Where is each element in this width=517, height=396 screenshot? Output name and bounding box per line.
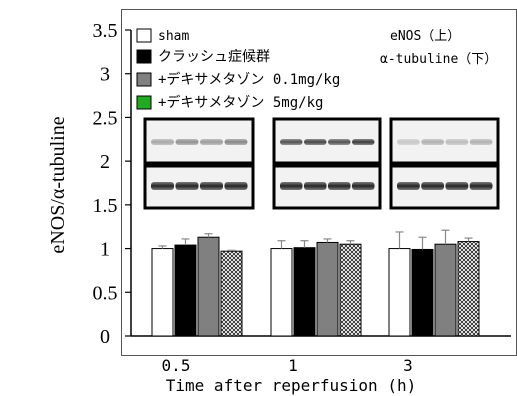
blot-band-bottom-0-2 [200, 182, 223, 190]
blot-band-top-0-0 [151, 139, 174, 145]
bar-1-1 [293, 247, 316, 337]
western-blot-panels [143, 117, 500, 210]
y-tick-label-7: 3.5 [93, 20, 118, 42]
blot-band-top-1-3 [352, 139, 375, 145]
blot-band-top-0-1 [175, 139, 199, 145]
blot-band-bottom-1-3 [352, 182, 375, 190]
blot-band-top-1-2 [328, 139, 351, 145]
blot-band-top-1-1 [304, 139, 327, 145]
x-tick-label-1: 1 [288, 356, 298, 375]
error-bars [158, 229, 473, 252]
bar-0-2 [197, 236, 220, 337]
y-tick-label-4: 2 [100, 151, 110, 173]
legend-swatch-dex-low [136, 72, 152, 87]
bar-2-3 [457, 241, 480, 337]
bar-2-0 [388, 248, 411, 337]
bar-0-0 [151, 248, 174, 337]
blot-band-bottom-0-0 [151, 182, 174, 190]
blot-band-top-1-0 [280, 139, 303, 145]
blot-band-top-0-2 [200, 139, 223, 145]
bar-1-0 [270, 248, 293, 337]
blot-band-bottom-2-3 [469, 182, 493, 190]
y-tick-label-3: 1.5 [93, 195, 118, 217]
blot-band-bottom-0-1 [175, 182, 199, 190]
blot-band-bottom-1-0 [280, 182, 303, 190]
bar-2-1 [411, 248, 434, 337]
y-tick-label-2: 1 [100, 239, 110, 261]
legend-label-dex-high: +デキサメタゾン 5mg/kg [158, 94, 323, 111]
legend-label-crush: クラッシュ症候群 [158, 49, 270, 65]
legend-swatch-dex-high [136, 95, 152, 110]
legend-swatch-sham [136, 28, 152, 43]
bar-1-2 [316, 241, 339, 337]
bar-1-3 [339, 243, 362, 337]
y-tick-label-0: 0 [100, 326, 110, 348]
blot-band-bottom-2-0 [397, 182, 420, 190]
y-axis-label: eNOS/α-tubuline [47, 116, 69, 253]
x-tick-label-2: 3 [403, 356, 413, 375]
y-tick-label-1: 0.5 [93, 282, 118, 304]
blot-top-2 [389, 117, 500, 165]
blot-band-top-0-3 [224, 139, 248, 145]
bar-0-3 [220, 250, 243, 337]
blot-band-bottom-2-2 [445, 182, 469, 190]
bar-0-1 [174, 244, 197, 337]
legend-swatch-crush [136, 49, 152, 64]
x-tick-label-0: 0.5 [162, 356, 191, 375]
blot-label-top: eNOS（上） [390, 29, 460, 44]
blot-band-bottom-2-1 [421, 182, 444, 190]
y-ticks: 0 0.5 1 1.5 2 2.5 3 3.5 [93, 20, 131, 348]
blot-band-top-2-0 [397, 139, 420, 145]
blot-band-bottom-1-1 [304, 182, 327, 190]
legend-label-dex-low: +デキサメタゾン 0.1mg/kg [158, 71, 340, 88]
blot-band-top-2-1 [421, 139, 444, 145]
legend-label-sham: sham [158, 29, 189, 44]
bars [151, 236, 480, 337]
blot-band-top-2-2 [445, 139, 469, 145]
blot-band-bottom-1-2 [328, 182, 351, 190]
x-axis-label: Time after reperfusion (h) [166, 376, 416, 395]
legend: sham クラッシュ症候群 +デキサメタゾン 0.1mg/kg +デキサメタゾン… [136, 28, 497, 111]
y-tick-label-6: 3 [100, 64, 110, 86]
bar-2-2 [434, 243, 457, 337]
blot-label-bottom: α-tubuline（下） [380, 52, 497, 67]
blot-band-bottom-0-3 [224, 182, 248, 190]
y-tick-label-5: 2.5 [93, 107, 118, 129]
x-ticks: 0.5 1 3 [162, 356, 413, 375]
blot-band-top-2-3 [469, 139, 493, 145]
